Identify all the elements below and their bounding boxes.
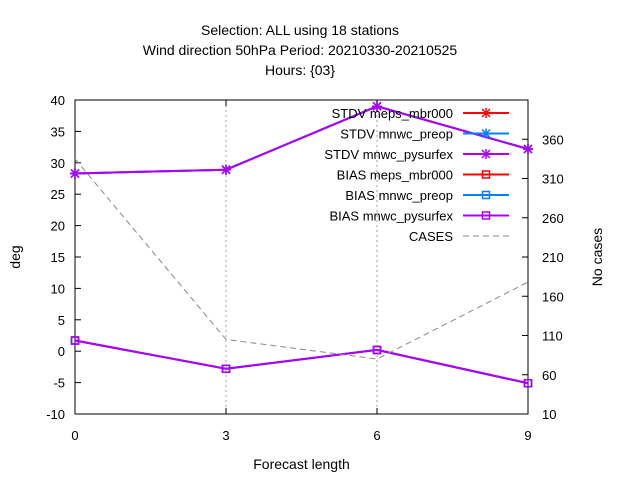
y-tick-label: 35 (51, 124, 65, 139)
legend-label: STDV mnwc_preop (340, 127, 453, 142)
y2-tick-label: 160 (542, 289, 564, 304)
legend-item: STDV mnwc_preop (340, 127, 509, 142)
legend-label: BIAS mnwc_pysurfex (329, 209, 453, 224)
legend-label: STDV mnwc_pysurfex (324, 147, 453, 162)
x-tick-label: 0 (71, 428, 78, 443)
data-point (372, 345, 382, 355)
series-bias-mnwc-preop (70, 336, 533, 388)
series-line (74, 105, 529, 175)
data-point (221, 164, 231, 175)
series-bias-mnwc-pysurfex (70, 336, 533, 388)
y-tick-label: 15 (51, 250, 65, 265)
data-point (70, 336, 80, 345)
title-line: Selection: ALL using 18 stations (201, 22, 399, 38)
y-tick-label: 40 (51, 93, 65, 108)
y-tick-label: -5 (53, 376, 65, 391)
y-tick-label: 20 (51, 219, 65, 234)
x-tick-label: 9 (524, 428, 531, 443)
legend: STDV meps_mbr000 STDV mnwc_preop STDV mnwc… (324, 106, 509, 244)
series-bias-meps-mbr000 (70, 336, 533, 388)
legend-marker (481, 149, 491, 159)
data-point (523, 378, 533, 388)
data-point (523, 143, 533, 154)
x-tick-label: 3 (222, 428, 229, 443)
series-line (74, 158, 529, 360)
legend-label: STDV meps_mbr000 (332, 106, 453, 121)
y2-axis-label: No cases (589, 228, 605, 286)
legend-label: BIAS mnwc_preop (345, 188, 453, 203)
legend-item: CASES (409, 229, 509, 244)
data-point (372, 101, 382, 112)
series-cases (74, 158, 529, 360)
series-group (70, 101, 533, 388)
legend-marker (481, 128, 491, 139)
series-line (74, 105, 529, 175)
title-line: Wind direction 50hPa Period: 20210330-20… (143, 42, 458, 58)
data-point (221, 364, 231, 374)
series-line (74, 339, 529, 385)
grid (225, 100, 378, 414)
y-tick-label: 30 (51, 156, 65, 171)
y2-tick-label: 110 (542, 329, 563, 344)
legend-marker (481, 108, 491, 118)
data-point (70, 168, 80, 179)
chart-title: Selection: ALL using 18 stations Wind dir… (143, 22, 458, 78)
legend-marker (481, 170, 491, 179)
axis-ticks: 0 3 6 9 -10 -5 0 5 10 15 20 25 30 35 40 10 60 110 160 210 26… (46, 93, 564, 443)
x-axis-label: Forecast length (253, 456, 350, 472)
series-line (74, 339, 529, 385)
legend-label: BIAS meps_mbr000 (337, 168, 453, 183)
legend-item: STDV mnwc_pysurfex (324, 147, 509, 162)
plot-frame (74, 99, 529, 415)
y-tick-label: -10 (46, 407, 65, 422)
series-line (74, 339, 529, 385)
title-line: Hours: {03} (265, 62, 335, 78)
y2-tick-label: 260 (542, 211, 564, 226)
legend-marker (481, 190, 491, 200)
legend-label: CASES (409, 229, 453, 244)
legend-item: BIAS meps_mbr000 (337, 168, 509, 183)
legend-item: BIAS mnwc_pysurfex (329, 209, 509, 224)
legend-item: STDV meps_mbr000 (332, 106, 509, 121)
y-tick-label: 10 (51, 281, 65, 296)
y-axis-label: deg (7, 245, 23, 268)
series-line (74, 105, 529, 175)
y2-tick-label: 310 (542, 172, 564, 187)
y2-tick-label: 210 (542, 250, 564, 265)
x-tick-label: 6 (373, 428, 380, 443)
y-tick-label: 0 (58, 344, 65, 359)
y-tick-label: 25 (51, 187, 65, 202)
y2-tick-label: 60 (542, 368, 556, 383)
series-stdv-mnwc-pysurfex (70, 101, 533, 179)
y-tick-label: 5 (58, 313, 65, 328)
y2-tick-label: 360 (542, 132, 564, 147)
legend-item: BIAS mnwc_preop (345, 188, 509, 203)
y2-tick-label: 10 (542, 407, 556, 422)
legend-marker (481, 211, 491, 220)
